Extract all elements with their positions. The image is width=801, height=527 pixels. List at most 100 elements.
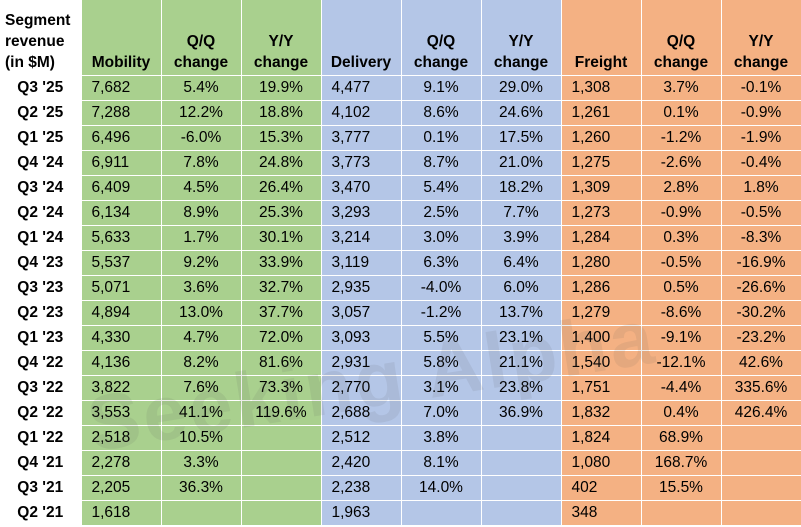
- mobility-yy-change: 18.8%: [241, 100, 322, 126]
- mobility-yy-change: 25.3%: [241, 200, 322, 226]
- mobility-qq-change: 36.3%: [161, 475, 242, 501]
- header-row: Segment revenue (in $M) Mobility Q/Q cha…: [0, 0, 801, 76]
- freight-yy-change: 426.4%: [721, 400, 801, 426]
- mobility-yy-change: 32.7%: [241, 275, 322, 301]
- delivery-revenue: 3,293: [321, 200, 402, 226]
- freight-qq-change: 168.7%: [641, 450, 722, 476]
- freight-qq-change: [641, 500, 722, 526]
- delivery-yy-change: 17.5%: [481, 125, 562, 151]
- mobility-qq-change: 3.3%: [161, 450, 242, 476]
- mobility-revenue: 4,894: [81, 300, 162, 326]
- quarter-label: Q1 '24: [0, 225, 82, 251]
- freight-yy-change: -1.9%: [721, 125, 801, 151]
- mobility-revenue: 2,278: [81, 450, 162, 476]
- table-row: Q1 '24 5,633 1.7% 30.1% 3,214 3.0% 3.9% 1,284 0.…: [0, 225, 801, 251]
- col-header-freight: Freight: [561, 0, 642, 76]
- delivery-qq-change: 0.1%: [401, 125, 482, 151]
- delivery-revenue: 3,057: [321, 300, 402, 326]
- mobility-yy-change: [241, 450, 322, 476]
- col-header-mobility: Mobility: [81, 0, 162, 76]
- delivery-yy-change: 23.1%: [481, 325, 562, 351]
- mobility-qq-change: 5.4%: [161, 75, 242, 101]
- delivery-revenue: 3,119: [321, 250, 402, 276]
- freight-revenue: 1,286: [561, 275, 642, 301]
- mobility-yy-change: [241, 425, 322, 451]
- delivery-qq-change: 5.8%: [401, 350, 482, 376]
- delivery-qq-change: 2.5%: [401, 200, 482, 226]
- freight-yy-change: -0.9%: [721, 100, 801, 126]
- quarter-label: Q2 '24: [0, 200, 82, 226]
- mobility-qq-change: 8.2%: [161, 350, 242, 376]
- freight-yy-change: 1.8%: [721, 175, 801, 201]
- mobility-yy-change: 73.3%: [241, 375, 322, 401]
- freight-revenue: 1,284: [561, 225, 642, 251]
- delivery-qq-change: 8.7%: [401, 150, 482, 176]
- table-row: Q3 '22 3,822 7.6% 73.3% 2,770 3.1% 23.8% 1,751-…: [0, 375, 801, 401]
- row-label-header: Segment revenue (in $M): [0, 0, 82, 76]
- table-row: Q4 '21 2,278 3.3% 2,420 8.1% 1,080 168.7%: [0, 450, 801, 476]
- col-header-freight-qq: Q/Q change: [641, 0, 722, 76]
- mobility-revenue: 3,822: [81, 375, 162, 401]
- col-header-freight-yy: Y/Y change: [721, 0, 801, 76]
- freight-qq-change: 0.5%: [641, 275, 722, 301]
- mobility-qq-change: 7.6%: [161, 375, 242, 401]
- mobility-qq-change: 3.6%: [161, 275, 242, 301]
- quarter-label: Q2 '25: [0, 100, 82, 126]
- delivery-yy-change: [481, 500, 562, 526]
- delivery-qq-change: 3.1%: [401, 375, 482, 401]
- freight-revenue: 1,080: [561, 450, 642, 476]
- quarter-label: Q1 '25: [0, 125, 82, 151]
- table-row: Q1 '23 4,330 4.7% 72.0% 3,093 5.5% 23.1% 1,400-…: [0, 325, 801, 351]
- freight-revenue: 1,308: [561, 75, 642, 101]
- table-row: Q4 '22 4,136 8.2% 81.6% 2,931 5.8% 21.1% 1,540-…: [0, 350, 801, 376]
- col-header-mobility-qq: Q/Q change: [161, 0, 242, 76]
- freight-revenue: 1,832: [561, 400, 642, 426]
- freight-revenue: 1,261: [561, 100, 642, 126]
- quarter-label: Q3 '22: [0, 375, 82, 401]
- delivery-revenue: 2,420: [321, 450, 402, 476]
- delivery-qq-change: 6.3%: [401, 250, 482, 276]
- quarter-label: Q2 '22: [0, 400, 82, 426]
- freight-yy-change: -23.2%: [721, 325, 801, 351]
- delivery-yy-change: 36.9%: [481, 400, 562, 426]
- mobility-yy-change: 37.7%: [241, 300, 322, 326]
- mobility-yy-change: 26.4%: [241, 175, 322, 201]
- delivery-revenue: 3,777: [321, 125, 402, 151]
- table-row: Q1 '22 2,518 10.5% 2,512 3.8% 1,824 68.9%: [0, 425, 801, 451]
- delivery-yy-change: 7.7%: [481, 200, 562, 226]
- freight-revenue: 1,309: [561, 175, 642, 201]
- table-row: Q2 '25 7,288 12.2% 18.8% 4,102 8.6% 24.6% 1,261…: [0, 100, 801, 126]
- mobility-revenue: 6,911: [81, 150, 162, 176]
- delivery-qq-change: [401, 500, 482, 526]
- freight-qq-change: 3.7%: [641, 75, 722, 101]
- delivery-qq-change: -1.2%: [401, 300, 482, 326]
- mobility-revenue: 4,136: [81, 350, 162, 376]
- delivery-yy-change: [481, 425, 562, 451]
- mobility-revenue: 7,682: [81, 75, 162, 101]
- table-row: Q3 '24 6,409 4.5% 26.4% 3,470 5.4% 18.2% 1,309 2…: [0, 175, 801, 201]
- quarter-label: Q2 '21: [0, 500, 82, 526]
- freight-yy-change: 335.6%: [721, 375, 801, 401]
- freight-revenue: 1,400: [561, 325, 642, 351]
- mobility-revenue: 7,288: [81, 100, 162, 126]
- mobility-qq-change: -6.0%: [161, 125, 242, 151]
- mobility-revenue: 6,496: [81, 125, 162, 151]
- delivery-qq-change: -4.0%: [401, 275, 482, 301]
- freight-qq-change: 0.4%: [641, 400, 722, 426]
- delivery-revenue: 4,102: [321, 100, 402, 126]
- table-row: Q4 '24 6,911 7.8% 24.8% 3,773 8.7% 21.0% 1,275-…: [0, 150, 801, 176]
- mobility-qq-change: 13.0%: [161, 300, 242, 326]
- quarter-label: Q2 '23: [0, 300, 82, 326]
- mobility-yy-change: 15.3%: [241, 125, 322, 151]
- freight-qq-change: -12.1%: [641, 350, 722, 376]
- delivery-qq-change: 7.0%: [401, 400, 482, 426]
- freight-revenue: 402: [561, 475, 642, 501]
- delivery-yy-change: 3.9%: [481, 225, 562, 251]
- mobility-revenue: 2,205: [81, 475, 162, 501]
- freight-yy-change: -30.2%: [721, 300, 801, 326]
- mobility-revenue: 6,409: [81, 175, 162, 201]
- mobility-qq-change: 1.7%: [161, 225, 242, 251]
- delivery-yy-change: 21.0%: [481, 150, 562, 176]
- mobility-yy-change: 30.1%: [241, 225, 322, 251]
- table-row: Q2 '24 6,134 8.9% 25.3% 3,293 2.5% 7.7% 1,273 -0…: [0, 200, 801, 226]
